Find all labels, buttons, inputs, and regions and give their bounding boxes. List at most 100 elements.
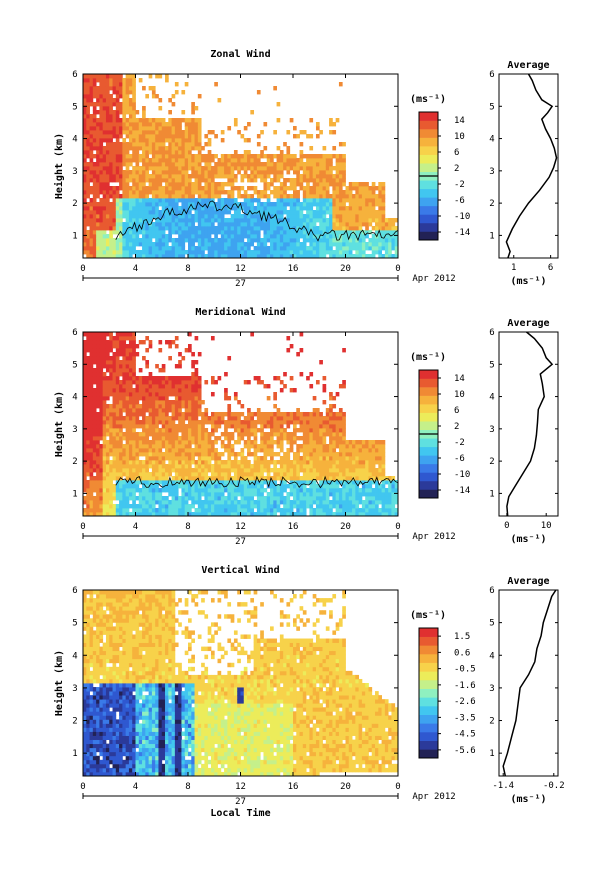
- zonal-cell: [188, 218, 192, 223]
- zonal-cell: [371, 214, 376, 219]
- meridional-cell: [142, 396, 146, 401]
- meridional-cell: [230, 460, 235, 465]
- meridional-cell: [135, 488, 140, 493]
- zonal-day-label: 27: [235, 279, 246, 289]
- meridional-cell: [145, 492, 150, 497]
- meridional-cell: [158, 340, 163, 345]
- meridional-cell: [237, 468, 241, 473]
- zonal-colorbar-swatch: [419, 112, 438, 121]
- meridional-cell: [158, 368, 163, 373]
- zonal-cell: [365, 198, 369, 203]
- meridional-cell: [266, 496, 271, 501]
- zonal-cell: [394, 226, 399, 231]
- meridional-cell: [250, 332, 255, 337]
- zonal-cell: [83, 130, 87, 135]
- meridional-cell: [220, 420, 225, 425]
- zonal-cell: [138, 238, 143, 243]
- meridional-cell: [279, 468, 284, 473]
- zonal-cell: [86, 122, 90, 127]
- zonal-cell: [132, 122, 136, 127]
- meridional-cell: [92, 340, 97, 345]
- meridional-cell: [122, 420, 127, 425]
- zonal-cell: [174, 122, 179, 127]
- zonal-cell: [210, 218, 215, 223]
- zonal-cell: [365, 246, 369, 251]
- zonal-cell: [378, 246, 382, 251]
- zonal-cell: [99, 234, 104, 239]
- meridional-cell: [83, 420, 87, 425]
- zonal-cell: [263, 190, 268, 195]
- meridional-cell: [247, 408, 251, 413]
- zonal-cell: [247, 202, 251, 207]
- zonal-cell: [319, 190, 323, 195]
- zonal-cell: [158, 226, 163, 231]
- meridional-cell: [145, 392, 150, 397]
- zonal-cell: [273, 210, 277, 215]
- meridional-cell: [96, 404, 100, 409]
- zonal-cell: [381, 234, 386, 239]
- zonal-cell: [155, 182, 159, 187]
- meridional-cell: [276, 436, 281, 441]
- meridional-cell: [151, 484, 156, 489]
- meridional-cell: [165, 448, 169, 453]
- meridional-cell: [122, 460, 127, 465]
- zonal-cell: [115, 186, 120, 191]
- zonal-cell: [256, 198, 261, 203]
- meridional-cell: [138, 496, 143, 501]
- zonal-cell: [263, 210, 268, 215]
- zonal-cell: [329, 162, 333, 167]
- zonal-cell: [352, 206, 356, 211]
- zonal-cell: [345, 250, 350, 255]
- zonal-cell: [309, 202, 314, 207]
- zonal-cell: [375, 202, 379, 207]
- zonal-cell: [293, 206, 297, 211]
- meridional-cell: [224, 512, 228, 517]
- zonal-cell: [210, 214, 215, 219]
- zonal-cell: [92, 82, 97, 87]
- zonal-cell: [338, 254, 343, 259]
- zonal-cell: [83, 202, 87, 207]
- zonal-cell: [315, 194, 320, 199]
- meridional-cell: [247, 464, 251, 469]
- meridional-cell: [217, 456, 222, 461]
- zonal-cell: [214, 186, 218, 191]
- zonal-cell: [384, 250, 389, 255]
- zonal-cell: [296, 182, 300, 187]
- meridional-cell: [115, 368, 120, 373]
- meridional-cell: [217, 468, 222, 473]
- meridional-cell: [250, 504, 255, 509]
- meridional-cell: [89, 332, 94, 337]
- zonal-cell: [224, 222, 228, 227]
- zonal-cell: [335, 162, 340, 167]
- zonal-cell: [119, 238, 123, 243]
- zonal-cell: [115, 90, 120, 95]
- zonal-cell: [342, 182, 346, 187]
- zonal-cell: [263, 238, 268, 243]
- zonal-cell: [142, 222, 146, 227]
- meridional-cell: [125, 360, 130, 365]
- meridional-cell: [289, 416, 294, 421]
- zonal-cell: [138, 190, 143, 195]
- zonal-cell: [105, 154, 110, 159]
- meridional-cell: [276, 460, 281, 465]
- meridional-cell: [89, 392, 94, 397]
- zonal-colorbar-swatch: [419, 146, 438, 155]
- zonal-cell: [217, 174, 222, 179]
- zonal-cell: [302, 170, 307, 175]
- zonal-cell: [279, 226, 284, 231]
- zonal-cell: [142, 130, 146, 135]
- zonal-cell: [132, 114, 136, 119]
- meridional-cell: [178, 424, 182, 429]
- zonal-cell: [168, 126, 172, 131]
- meridional-cell: [276, 416, 281, 421]
- zonal-cell: [237, 234, 241, 239]
- zonal-cell: [332, 174, 337, 179]
- meridional-cell: [233, 468, 238, 473]
- meridional-cell: [233, 496, 238, 501]
- zonal-cell: [89, 170, 94, 175]
- meridional-cell: [279, 488, 284, 493]
- meridional-cell: [201, 504, 205, 509]
- zonal-cell: [109, 238, 113, 243]
- zonal-cell: [151, 142, 156, 147]
- zonal-cell: [220, 182, 225, 187]
